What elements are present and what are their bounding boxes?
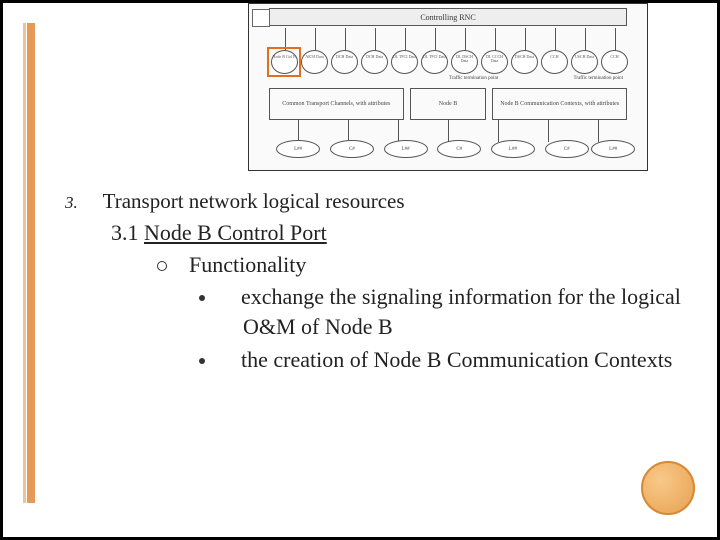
functionality-label: Functionality bbox=[189, 252, 306, 277]
diagram-ellipse: DL DSCH Data bbox=[451, 50, 478, 74]
diagram-ellipse: USCH Data bbox=[571, 50, 598, 74]
item-title: Transport network logical resources bbox=[103, 189, 405, 213]
diagram-bottom-ellipse: L## bbox=[276, 140, 320, 158]
diagram-ellipse: DL TFCI Data bbox=[421, 50, 448, 74]
corner-circle-icon bbox=[641, 461, 695, 515]
dot-bullet-icon bbox=[199, 358, 205, 364]
item-number: 3. bbox=[65, 193, 78, 212]
sub-title: Node B Control Port bbox=[144, 220, 327, 245]
ring-bullet-icon bbox=[157, 261, 167, 271]
diagram-ellipse-row: Node B Ctrl Pt AICH Data DCH Data DCH Da… bbox=[271, 50, 625, 78]
diagram-tt-label-right: Traffic termination point bbox=[574, 76, 623, 81]
diagram-connectors bbox=[269, 120, 627, 142]
bullet-text: exchange the signaling information for t… bbox=[241, 284, 681, 339]
diagram-bottom-ellipse: L## bbox=[384, 140, 428, 158]
diagram-ellipse: DSCH Data bbox=[511, 50, 538, 74]
diagram-ellipse: DL CCCH Data bbox=[481, 50, 508, 74]
accent-bar bbox=[27, 23, 35, 503]
slide-container: Controlling RNC Node B Ctrl Pt AICH Data… bbox=[3, 3, 717, 537]
diagram-mid-row: Common Transport Channels, with attribut… bbox=[269, 88, 627, 120]
diagram-top-bar: Controlling RNC bbox=[269, 8, 627, 26]
diagram-mid-box: Node B bbox=[410, 88, 487, 120]
subsection: 3.1 Node B Control Port bbox=[111, 220, 687, 246]
functionality-line: Functionality bbox=[157, 252, 687, 278]
diagram-bottom-ellipse: C# bbox=[437, 140, 481, 158]
bullet-item: the creation of Node B Communication Con… bbox=[199, 345, 687, 375]
diagram-bottom-ellipse: L## bbox=[591, 140, 635, 158]
diagram-highlight-box bbox=[267, 47, 301, 77]
diagram-mid-box: Node B Communication Contexts, with attr… bbox=[492, 88, 627, 120]
sub-number: 3.1 bbox=[111, 220, 139, 245]
accent-bar-light bbox=[23, 23, 26, 503]
diagram-bottom-ellipse: C# bbox=[330, 140, 374, 158]
dot-bullet-icon bbox=[199, 295, 205, 301]
diagram-bottom-ellipse: C# bbox=[545, 140, 589, 158]
diagram-ellipse: AICH Data bbox=[301, 50, 328, 74]
diagram-ellipse: DCH Data bbox=[361, 50, 388, 74]
diagram-ellipse: CCH bbox=[541, 50, 568, 74]
diagram-tt-label-left: Traffic termination point bbox=[449, 76, 498, 81]
diagram-ellipse: DCH Data bbox=[331, 50, 358, 74]
bullet-text: the creation of Node B Communication Con… bbox=[241, 347, 672, 372]
list-item: 3. Transport network logical resources bbox=[65, 189, 687, 214]
network-diagram: Controlling RNC Node B Ctrl Pt AICH Data… bbox=[248, 3, 648, 171]
bullet-item: exchange the signaling information for t… bbox=[199, 282, 687, 341]
diagram-ellipse: CCH bbox=[601, 50, 628, 74]
diagram-bottom-row: L## C# L## C# L## C# L## bbox=[269, 140, 627, 160]
diagram-mid-box: Common Transport Channels, with attribut… bbox=[269, 88, 404, 120]
diagram-ellipse: DL TFCI Data bbox=[391, 50, 418, 74]
body-text: 3. Transport network logical resources 3… bbox=[65, 189, 687, 375]
diagram-bottom-ellipse: L## bbox=[491, 140, 535, 158]
